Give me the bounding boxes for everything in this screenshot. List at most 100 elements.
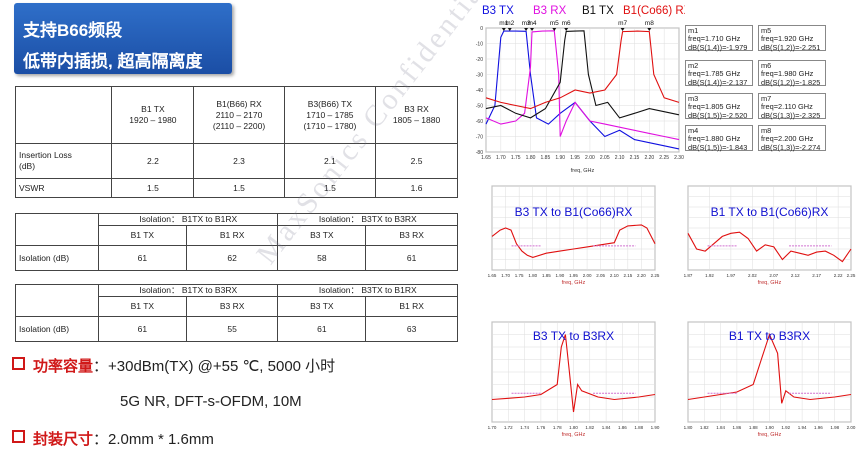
x-tick-label: 1.85 — [542, 273, 551, 278]
title-line-2: 低带内插损, 超高隔离度 — [23, 52, 203, 71]
bullet-package: 封装尺寸：2.0mm * 1.6mm — [12, 428, 214, 449]
x-tick-label: 1.80 — [528, 273, 537, 278]
x-tick-label: 2.10 — [615, 155, 625, 161]
x-tick-label: 1.97 — [727, 273, 736, 278]
table-cell: 63 — [365, 316, 458, 342]
table-cell: Insertion Loss (dB) — [14, 143, 113, 179]
x-tick-label: 2.25 — [651, 273, 660, 278]
title-line-1: 支持B66频段 — [23, 21, 123, 40]
series-line — [485, 30, 680, 110]
x-tick-label: 1.92 — [781, 425, 790, 430]
x-tick-label: 1.75 — [515, 273, 524, 278]
x-tick-label: 2.05 — [596, 273, 605, 278]
main-sparameter-chart: 1.65 1.70 1.75 1.80 1.85 1.90 1.95 2.00 2.05 2.10… — [476, 5, 685, 174]
x-tick-label: 2.02 — [748, 273, 757, 278]
x-tick-label: 1.80 — [684, 425, 693, 430]
marker-label: m4 — [528, 20, 537, 27]
x-tick-label: 1.90 — [651, 425, 660, 430]
series-line — [485, 30, 680, 141]
x-tick-label: 1.70 — [488, 425, 497, 430]
x-axis-label: freq, GHz — [758, 432, 782, 438]
chart-b1tx-b3rx: 1.80 1.82 1.84 1.86 1.88 1.90 1.92 1.94 1.96 1.98… — [684, 321, 856, 438]
table-header-cell: B3 RX — [365, 225, 458, 246]
table-header-cell — [14, 86, 113, 144]
y-tick-label: -30 — [476, 73, 483, 79]
x-tick-label: 1.86 — [618, 425, 627, 430]
chart-b3tx-b1rx: 1.65 1.70 1.75 1.80 1.85 1.90 1.95 2.00 2.05 2.10… — [488, 185, 660, 286]
chart-title: B3 TX to B1(Co66)RX — [515, 205, 633, 219]
bullet-square-icon — [12, 430, 25, 443]
x-tick-label: 1.80 — [526, 155, 536, 161]
x-tick-label: 2.00 — [583, 273, 592, 278]
x-tick-label: 1.70 — [501, 273, 510, 278]
x-tick-label: 1.92 — [705, 273, 714, 278]
marker-label: m1 — [499, 20, 508, 27]
x-tick-label: 1.65 — [481, 155, 491, 161]
table-row: Isolation (dB) 61 55 61 63 — [15, 316, 458, 342]
x-axis-label: freq, GHz — [758, 280, 782, 286]
y-tick-label: -10 — [476, 42, 483, 48]
x-tick-label: 2.17 — [812, 273, 821, 278]
x-tick-label: 1.88 — [749, 425, 758, 430]
x-axis-label: freq, GHz — [562, 432, 586, 438]
x-axis-label: freq, GHz — [562, 280, 586, 286]
x-tick-label: 1.76 — [537, 425, 546, 430]
table-cell: 61 — [365, 245, 458, 271]
x-tick-label: 1.90 — [556, 273, 565, 278]
x-tick-label: 1.95 — [569, 273, 578, 278]
table-subheader-row: B1 TX B1 RX B3 TX B3 RX — [16, 225, 458, 246]
marker-readout: m5 freq=1.920 GHz dB(S(1,2))=-2.251 — [758, 25, 826, 51]
x-tick-label: 1.94 — [798, 425, 807, 430]
x-tick-label: 1.86 — [733, 425, 742, 430]
marker-label: m5 — [550, 20, 559, 27]
x-tick-label: 1.78 — [553, 425, 562, 430]
x-tick-label: 1.65 — [488, 273, 497, 278]
marker-triangle-icon — [620, 28, 625, 31]
power-key: 功率容量 — [33, 358, 94, 375]
table-group-row: Isolation： B1TX to B1RX Isolation： B3TX t… — [15, 213, 458, 246]
x-tick-label: 2.15 — [623, 273, 632, 278]
table-row: Isolation (dB) 61 62 58 61 — [15, 245, 458, 271]
table-header-row: B1 TX 1920 – 1980 B1(B66) RX 2110 – 2170 (21… — [14, 86, 458, 144]
table-cell: 2.2 — [111, 143, 195, 179]
x-tick-label: 1.84 — [602, 425, 611, 430]
isolation-table-2: Isolation： B1TX to B3RX Isolation： B3TX t… — [15, 284, 458, 342]
package-key: 封装尺寸 — [33, 431, 94, 448]
marker-label: m6 — [562, 20, 571, 27]
x-tick-label: 2.20 — [644, 155, 654, 161]
legend-entry: B1 TX — [582, 5, 614, 17]
y-tick-label: -80 — [476, 150, 483, 156]
table-header-cell: B3(B66) TX 1710 – 1785 (1710 – 1780) — [283, 86, 377, 144]
table-row: VSWR 1.5 1.5 1.5 1.6 — [14, 178, 458, 198]
performance-table: B1 TX 1920 – 1980 B1(B66) RX 2110 – 2170 (21… — [14, 86, 458, 198]
table-cell: 58 — [277, 245, 367, 271]
y-tick-label: 0 — [480, 26, 483, 32]
table-cell: 55 — [185, 316, 279, 342]
table-cell: 62 — [185, 245, 279, 271]
bullet-power: 功率容量：+30dBm(TX) @+55 ℃, 5000 小时 — [12, 355, 335, 376]
y-tick-label: -20 — [476, 57, 483, 63]
table-cell: 2.3 — [193, 143, 285, 179]
chart-title: B3 TX to B3RX — [533, 329, 614, 343]
marker-readout: m8 freq=2.200 GHz dB(S(1,3))=-2.274 — [758, 125, 826, 151]
x-tick-label: 1.74 — [520, 425, 529, 430]
x-tick-label: 1.87 — [684, 273, 693, 278]
x-tick-label: 1.88 — [634, 425, 643, 430]
x-tick-label: 1.82 — [700, 425, 709, 430]
table-cell: 61 — [277, 316, 367, 342]
legend-entry: B3 RX — [533, 5, 567, 17]
x-tick-label: 1.95 — [570, 155, 580, 161]
marker-readout: m6 freq=1.980 GHz dB(S(1,2))=-1.825 — [758, 60, 826, 86]
table-cell: 1.6 — [375, 178, 458, 198]
marker-readout: m4 freq=1.880 GHz dB(S(1,5))=-1.843 — [685, 125, 753, 151]
table-group-cell: Isolation： B3TX to B1RX — [277, 284, 458, 297]
series-line — [491, 224, 656, 258]
x-tick-label: 1.96 — [814, 425, 823, 430]
legend-entry: B1(Co66) RX — [623, 5, 685, 17]
marker-label: m8 — [645, 20, 654, 27]
power-subtext: 5G NR, DFT-s-OFDM, 10M — [120, 393, 302, 410]
table-row: Insertion Loss (dB) 2.2 2.3 2.1 2.5 — [14, 143, 458, 179]
chart-b3tx-b3rx: 1.70 1.72 1.74 1.76 1.78 1.80 1.82 1.84 1.86 1.88… — [488, 321, 660, 438]
x-tick-label: 2.07 — [769, 273, 778, 278]
table-cell: 61 — [98, 316, 187, 342]
